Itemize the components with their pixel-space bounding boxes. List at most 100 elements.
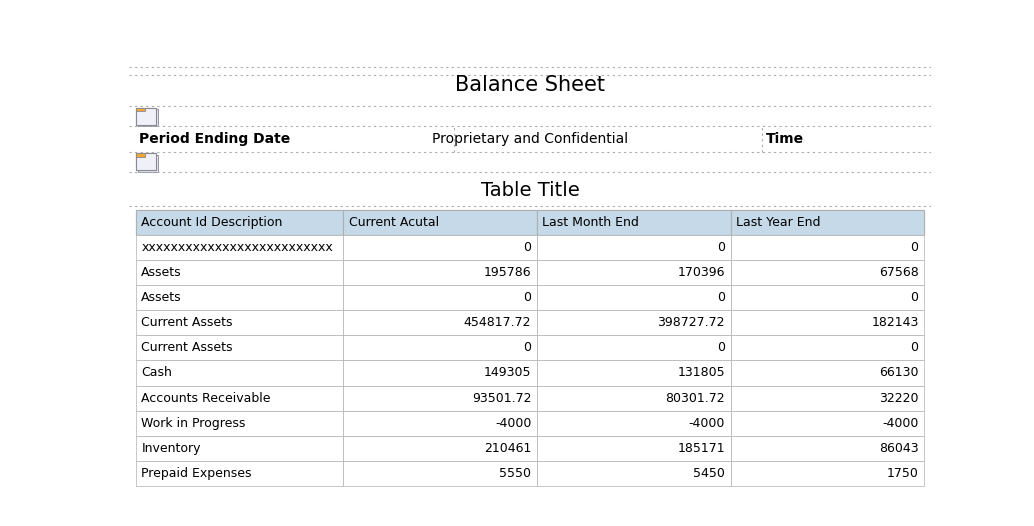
Bar	[343, 235, 537, 260]
Bar	[135, 461, 343, 486]
Text: Proprietary and Confidential: Proprietary and Confidential	[432, 132, 628, 146]
Text: 0: 0	[717, 341, 725, 355]
Text: 0: 0	[717, 241, 725, 254]
Text: 5450: 5450	[693, 467, 725, 480]
Text: Accounts Receivable: Accounts Receivable	[142, 391, 271, 404]
Text: xxxxxxxxxxxxxxxxxxxxxxxxxx: xxxxxxxxxxxxxxxxxxxxxxxxxx	[142, 241, 333, 254]
Bar	[135, 360, 343, 386]
Bar	[537, 235, 731, 260]
Bar	[138, 119, 154, 120]
Bar	[731, 210, 924, 235]
Bar	[537, 436, 731, 461]
Bar	[343, 386, 537, 411]
Text: Current Assets: Current Assets	[142, 316, 233, 329]
Text: Table Title: Table Title	[481, 181, 579, 200]
Bar	[537, 360, 731, 386]
Text: 93501.72: 93501.72	[472, 391, 531, 404]
Bar	[139, 155, 158, 172]
Bar	[135, 154, 156, 170]
Text: 80301.72: 80301.72	[665, 391, 725, 404]
Bar	[731, 260, 924, 285]
Bar	[139, 109, 158, 126]
Bar	[135, 154, 145, 157]
Bar	[343, 260, 537, 285]
Text: Inventory: Inventory	[142, 442, 201, 455]
Bar	[343, 411, 537, 436]
Bar	[138, 165, 154, 166]
Bar	[135, 436, 343, 461]
Bar	[343, 335, 537, 360]
Text: Account Id Description: Account Id Description	[142, 216, 282, 229]
Text: -4000: -4000	[882, 417, 918, 430]
Text: 131805: 131805	[677, 367, 725, 379]
Text: Cash: Cash	[142, 367, 172, 379]
Bar	[537, 386, 731, 411]
Bar	[135, 108, 145, 111]
Bar	[731, 310, 924, 335]
Bar	[135, 235, 343, 260]
Bar	[138, 163, 154, 164]
Bar	[135, 108, 156, 125]
Text: 5550: 5550	[499, 467, 531, 480]
Text: Prepaid Expenses: Prepaid Expenses	[142, 467, 251, 480]
Text: 398727.72: 398727.72	[658, 316, 725, 329]
Text: 0: 0	[523, 291, 531, 304]
Bar	[135, 260, 343, 285]
Text: 195786: 195786	[484, 266, 531, 279]
Bar	[135, 335, 343, 360]
Bar	[537, 310, 731, 335]
Bar	[731, 386, 924, 411]
Bar	[343, 285, 537, 310]
Text: 210461: 210461	[484, 442, 531, 455]
Text: -4000: -4000	[495, 417, 531, 430]
Text: 1750: 1750	[887, 467, 918, 480]
Bar	[135, 108, 145, 111]
Bar	[135, 310, 343, 335]
Text: 0: 0	[717, 291, 725, 304]
Bar	[138, 117, 154, 118]
Text: Assets: Assets	[142, 266, 182, 279]
Text: 170396: 170396	[677, 266, 725, 279]
Text: 0: 0	[911, 291, 918, 304]
Bar	[138, 114, 154, 115]
Text: Last Year End: Last Year End	[736, 216, 821, 229]
Bar	[135, 386, 343, 411]
Text: 86043: 86043	[879, 442, 918, 455]
Text: Current Acutal: Current Acutal	[348, 216, 439, 229]
Text: Period Ending Date: Period Ending Date	[139, 132, 291, 146]
Text: 32220: 32220	[879, 391, 918, 404]
Text: 0: 0	[911, 241, 918, 254]
Text: Last Month End: Last Month End	[543, 216, 639, 229]
Text: 149305: 149305	[484, 367, 531, 379]
Text: Balance Sheet: Balance Sheet	[455, 75, 605, 95]
Bar	[135, 108, 156, 125]
Text: 66130: 66130	[879, 367, 918, 379]
Bar	[343, 436, 537, 461]
Bar	[537, 411, 731, 436]
Bar	[135, 411, 343, 436]
Bar	[135, 285, 343, 310]
Bar	[138, 160, 154, 161]
Bar	[537, 210, 731, 235]
Text: 185171: 185171	[677, 442, 725, 455]
Text: 454817.72: 454817.72	[464, 316, 531, 329]
Bar	[731, 436, 924, 461]
Text: Time: Time	[766, 132, 804, 146]
Bar	[135, 210, 924, 235]
Bar	[343, 360, 537, 386]
Bar	[537, 260, 731, 285]
Text: -4000: -4000	[689, 417, 725, 430]
Text: Assets: Assets	[142, 291, 182, 304]
Bar	[135, 210, 343, 235]
Bar	[537, 335, 731, 360]
Bar	[731, 285, 924, 310]
Bar	[731, 461, 924, 486]
Bar	[135, 154, 145, 157]
Text: 0: 0	[523, 241, 531, 254]
Text: Work in Progress: Work in Progress	[142, 417, 246, 430]
Text: 0: 0	[523, 341, 531, 355]
Bar	[343, 461, 537, 486]
Bar	[731, 411, 924, 436]
Bar	[343, 310, 537, 335]
Bar	[537, 285, 731, 310]
